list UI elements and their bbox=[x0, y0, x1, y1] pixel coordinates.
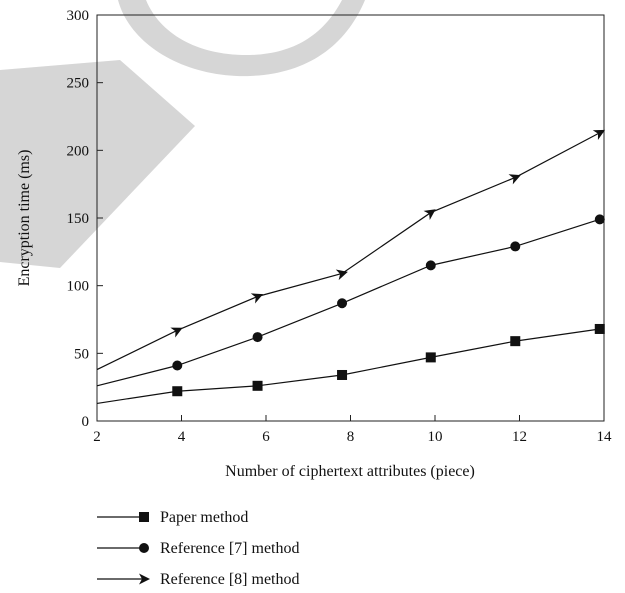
legend-label: Reference [8] method bbox=[160, 571, 299, 588]
y-axis-title: Encryption time (ms) bbox=[16, 150, 33, 287]
y-tick-label: 100 bbox=[67, 279, 90, 295]
plot-frame bbox=[96, 14, 605, 422]
x-tick-label: 10 bbox=[428, 429, 443, 445]
watermark bbox=[0, 0, 365, 268]
point-square-marker bbox=[172, 386, 183, 397]
x-tick-label: 2 bbox=[93, 429, 101, 445]
point-circle-marker bbox=[425, 260, 436, 271]
x-tick-label: 6 bbox=[262, 429, 270, 445]
legend-label: Reference [7] method bbox=[160, 540, 299, 557]
legend-item: Reference [7] method bbox=[97, 540, 299, 557]
point-circle-marker bbox=[337, 298, 348, 309]
point-circle-marker bbox=[252, 332, 263, 343]
point-square-marker bbox=[594, 323, 605, 334]
series-layer bbox=[96, 129, 606, 404]
y-tick-label: 300 bbox=[67, 8, 90, 24]
point-circle-marker bbox=[172, 360, 183, 371]
x-tick-label: 8 bbox=[347, 429, 355, 445]
point-arrow-marker bbox=[592, 129, 606, 140]
point-arrow-marker bbox=[170, 327, 183, 338]
x-axis: 2 4 6 8 10 12 14 bbox=[93, 415, 612, 445]
x-tick-label: 14 bbox=[597, 429, 613, 445]
series-1 bbox=[96, 323, 605, 404]
series-line bbox=[96, 132, 601, 371]
point-arrow-marker bbox=[423, 209, 436, 220]
y-tick-label: 250 bbox=[67, 76, 90, 92]
y-tick-label: 150 bbox=[67, 211, 90, 227]
point-arrow-marker bbox=[139, 573, 150, 585]
y-tick-label: 50 bbox=[74, 346, 89, 362]
point-square-marker bbox=[139, 512, 149, 522]
legend: Paper method Reference [7] method Referenc… bbox=[97, 509, 299, 588]
point-square-marker bbox=[510, 336, 521, 347]
point-circle-marker bbox=[139, 543, 149, 553]
legend-item: Reference [8] method bbox=[97, 571, 299, 588]
point-circle-marker bbox=[510, 241, 521, 252]
plot-area: 2 4 6 8 10 12 14 0 50 100 150 200 250 300 bbox=[67, 8, 613, 445]
y-axis: 0 50 100 150 200 250 300 bbox=[67, 8, 103, 430]
point-square-marker bbox=[252, 380, 263, 391]
x-tick-label: 4 bbox=[178, 429, 186, 445]
point-square-marker bbox=[337, 369, 348, 380]
y-tick-label: 200 bbox=[67, 143, 90, 159]
x-tick-label: 12 bbox=[512, 429, 527, 445]
point-arrow-marker bbox=[508, 174, 521, 185]
x-axis-title: Number of ciphertext attributes (piece) bbox=[225, 463, 475, 480]
y-tick-label: 0 bbox=[82, 414, 90, 430]
watermark-arc bbox=[118, 0, 365, 77]
point-circle-marker bbox=[594, 214, 605, 225]
series-2 bbox=[96, 214, 605, 387]
legend-label: Paper method bbox=[160, 509, 248, 526]
legend-item: Paper method bbox=[97, 509, 248, 526]
series-line bbox=[96, 218, 600, 387]
point-arrow-marker bbox=[335, 269, 348, 281]
series-3 bbox=[96, 129, 606, 371]
point-arrow-marker bbox=[250, 293, 264, 304]
point-square-marker bbox=[425, 352, 436, 363]
